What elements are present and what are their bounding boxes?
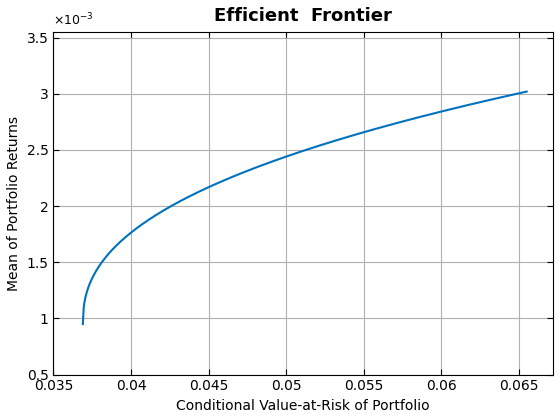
Title: Efficient  Frontier: Efficient Frontier xyxy=(214,7,392,25)
Text: $\times10^{-3}$: $\times10^{-3}$ xyxy=(53,12,94,29)
Y-axis label: Mean of Portfolio Returns: Mean of Portfolio Returns xyxy=(7,116,21,291)
X-axis label: Conditional Value-at-Risk of Portfolio: Conditional Value-at-Risk of Portfolio xyxy=(176,399,430,413)
